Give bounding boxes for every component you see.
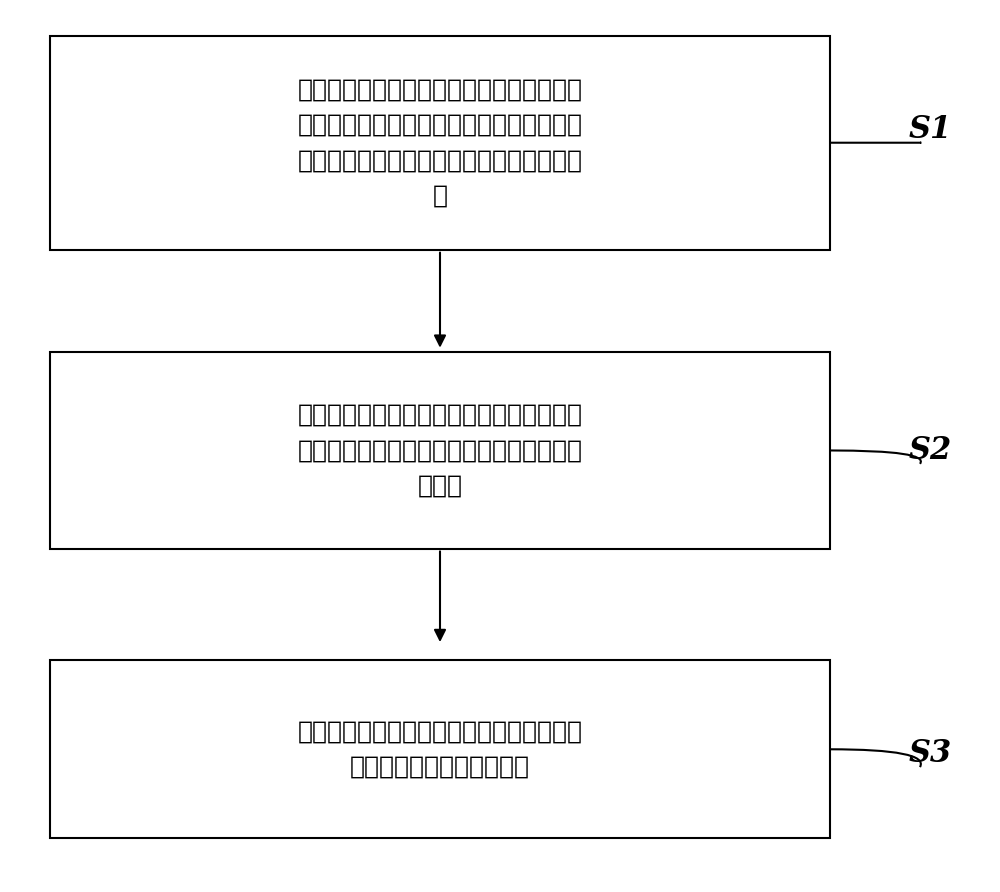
Text: S2: S2 — [908, 435, 952, 466]
Text: 基于所述无埋点参数配置表，采集所述控件
点击事件所触发的参数数据: 基于所述无埋点参数配置表，采集所述控件 点击事件所触发的参数数据 — [298, 720, 582, 779]
Text: 获取所述目标埋点控件的可视化埋点类别，
根据所述可视化埋点类别，生成无埋点参数
配置表: 获取所述目标埋点控件的可视化埋点类别， 根据所述可视化埋点类别，生成无埋点参数 … — [298, 403, 582, 498]
FancyBboxPatch shape — [50, 36, 830, 250]
FancyBboxPatch shape — [50, 352, 830, 549]
Text: 侦测预构建页面内的控件点击事件，从所述
预构建页面的埋点控件集中选取与所述控件
点击事件匹配的埋点控件，得到目标埋点控
件: 侦测预构建页面内的控件点击事件，从所述 预构建页面的埋点控件集中选取与所述控件 … — [298, 78, 582, 208]
Text: S3: S3 — [908, 739, 952, 769]
Text: S1: S1 — [908, 114, 952, 145]
FancyBboxPatch shape — [50, 660, 830, 838]
